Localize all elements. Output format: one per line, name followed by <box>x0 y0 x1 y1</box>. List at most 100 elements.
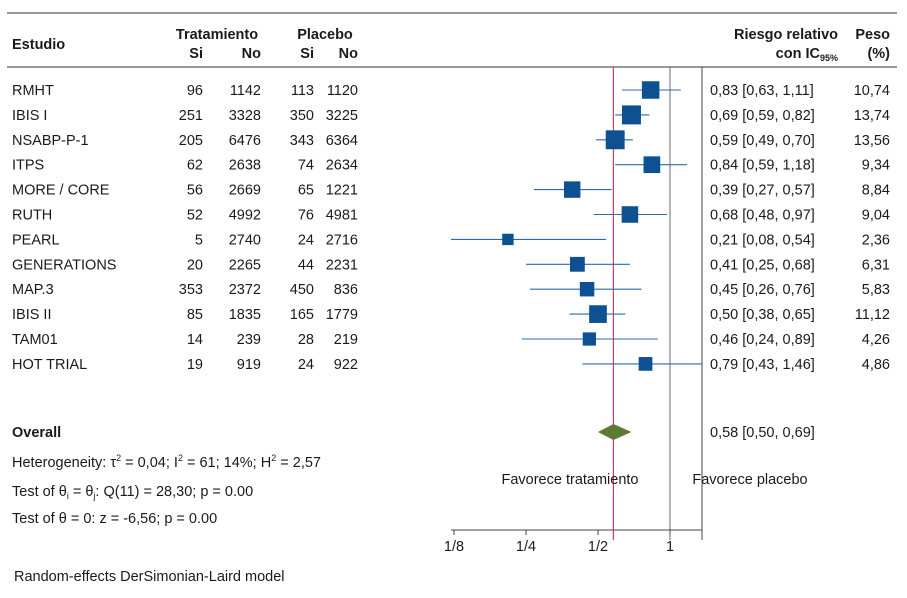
weight-text: 2,36 <box>862 232 890 248</box>
treatment-no: 2740 <box>229 232 261 248</box>
effect-marker <box>621 105 641 125</box>
favors-treatment-label: Favorece tratamiento <box>501 472 638 488</box>
treatment-yes: 62 <box>187 158 203 174</box>
effect-marker <box>621 206 639 223</box>
placebo-no: 3225 <box>326 108 358 124</box>
study-row: MAP.3 353 2372 450 836 0,45 [0,26, 0,76] 5,83 <box>12 281 890 298</box>
header-weight-line2: (%) <box>867 46 890 62</box>
effect-marker <box>502 233 514 246</box>
study-name: RMHT <box>12 83 54 99</box>
study-row: TAM01 14 239 28 219 0,46 [0,24, 0,89] 4,26 <box>12 332 890 348</box>
study-row: ITPS 62 2638 74 2634 0,84 [0,59, 1,18] 9,34 <box>12 156 890 174</box>
placebo-no: 2716 <box>326 232 358 248</box>
study-name: RUTH <box>12 208 52 224</box>
study-row: RUTH 52 4992 76 4981 0,68 [0,48, 0,97] 9,04 <box>12 206 890 224</box>
model-footnote: Random-effects DerSimonian-Laird model <box>14 569 285 585</box>
weight-text: 13,74 <box>854 108 890 124</box>
x-axis-ticks: 1/8 1/4 1/2 1 <box>444 530 674 555</box>
treatment-no: 2638 <box>229 158 261 174</box>
ci-text: 0,79 [0,43, 1,46] <box>710 357 815 373</box>
treatment-no: 3328 <box>229 108 261 124</box>
placebo-yes: 74 <box>298 158 314 174</box>
weight-text: 4,26 <box>862 332 890 348</box>
study-row: GENERATIONS 20 2265 44 2231 0,41 [0,25, 0,68]… <box>12 256 890 273</box>
overall-label: Overall <box>12 425 61 441</box>
effect-marker <box>605 130 625 150</box>
treatment-yes: 85 <box>187 307 203 323</box>
ci-text: 0,84 [0,59, 1,18] <box>710 158 815 174</box>
test-theta-i-text: Test of θi = θj: Q(11) = 28,30; p = 0.00 <box>12 484 253 501</box>
weight-text: 6,31 <box>862 257 890 273</box>
study-row: MORE / CORE 56 2669 65 1221 0,39 [0,27, 0,57]… <box>12 181 890 199</box>
x-tick-label: 1/2 <box>588 539 608 555</box>
treatment-yes: 353 <box>179 282 203 298</box>
ci-text: 0,68 [0,48, 0,97] <box>710 208 815 224</box>
treatment-yes: 56 <box>187 183 203 199</box>
placebo-no: 219 <box>334 332 358 348</box>
placebo-no: 836 <box>334 282 358 298</box>
x-tick-label: 1/8 <box>444 539 464 555</box>
study-row: IBIS II 85 1835 165 1779 0,50 [0,38, 0,65] 11,… <box>12 305 890 323</box>
study-row: NSABP-P-1 205 6476 343 6364 0,59 [0,49, 0,70]… <box>12 130 890 150</box>
treatment-no: 919 <box>237 357 261 373</box>
weight-text: 8,84 <box>862 183 890 199</box>
treatment-yes: 205 <box>179 133 203 149</box>
ci-text: 0,39 [0,27, 0,57] <box>710 183 815 199</box>
study-name: IBIS II <box>12 307 52 323</box>
weight-text: 9,34 <box>862 158 890 174</box>
treatment-no: 2669 <box>229 183 261 199</box>
placebo-no: 2231 <box>326 257 358 273</box>
header-placebo-no: No <box>339 46 358 62</box>
study-name: IBIS I <box>12 108 47 124</box>
placebo-no: 4981 <box>326 208 358 224</box>
effect-marker <box>638 357 653 371</box>
test-theta-text: Test of θ = 0: z = -6,56; p = 0.00 <box>12 511 217 527</box>
study-name: PEARL <box>12 232 60 248</box>
heterogeneity-text: Heterogeneity: τ2 = 0,04; I2 = 61; 14%; … <box>12 453 321 471</box>
study-name: NSABP-P-1 <box>12 133 89 149</box>
placebo-yes: 165 <box>290 307 314 323</box>
ci-text: 0,50 [0,38, 0,65] <box>710 307 815 323</box>
ci-text: 0,21 [0,08, 0,54] <box>710 232 815 248</box>
treatment-yes: 19 <box>187 357 203 373</box>
overall-diamond <box>598 424 632 440</box>
placebo-no: 1120 <box>327 83 358 99</box>
placebo-no: 1221 <box>326 183 358 199</box>
weight-text: 4,86 <box>862 357 890 373</box>
placebo-yes: 113 <box>291 83 314 99</box>
effect-marker <box>582 332 596 346</box>
ci-text: 0,46 [0,24, 0,89] <box>710 332 815 348</box>
header-treatment: Tratamiento <box>176 27 258 43</box>
study-row: RMHT 96 1142 113 1120 0,83 [0,63, 1,11] 10,74 <box>12 81 890 99</box>
ci-text: 0,83 [0,63, 1,11] <box>710 83 814 99</box>
overall-ci-text: 0,58 [0,50, 0,69] <box>710 425 815 441</box>
study-rows: RMHT 96 1142 113 1120 0,83 [0,63, 1,11] 10,74 I… <box>12 81 890 373</box>
weight-text: 10,74 <box>854 83 890 99</box>
weight-text: 5,83 <box>862 282 890 298</box>
study-row: IBIS I 251 3328 350 3225 0,69 [0,59, 0,82] 13,… <box>12 105 890 125</box>
placebo-no: 922 <box>334 357 358 373</box>
header-study: Estudio <box>12 37 65 53</box>
placebo-yes: 343 <box>290 133 314 149</box>
treatment-no: 1142 <box>230 83 261 99</box>
ci-text: 0,69 [0,59, 0,82] <box>710 108 815 124</box>
placebo-yes: 76 <box>298 208 314 224</box>
treatment-yes: 14 <box>187 332 203 348</box>
study-row: PEARL 5 2740 24 2716 0,21 [0,08, 0,54] 2,36 <box>12 232 890 248</box>
treatment-no: 2265 <box>229 257 261 273</box>
study-name: HOT TRIAL <box>12 357 87 373</box>
placebo-yes: 24 <box>298 232 314 248</box>
treatment-yes: 251 <box>179 108 203 124</box>
weight-text: 13,56 <box>854 133 890 149</box>
header-placebo: Placebo <box>297 27 353 43</box>
placebo-yes: 65 <box>298 183 314 199</box>
effect-marker <box>641 81 660 99</box>
treatment-no: 6476 <box>229 133 261 149</box>
treatment-yes: 20 <box>187 257 203 273</box>
effect-marker <box>569 256 585 272</box>
placebo-no: 1779 <box>326 307 358 323</box>
treatment-no: 2372 <box>229 282 261 298</box>
study-name: TAM01 <box>12 332 58 348</box>
study-name: MAP.3 <box>12 282 54 298</box>
